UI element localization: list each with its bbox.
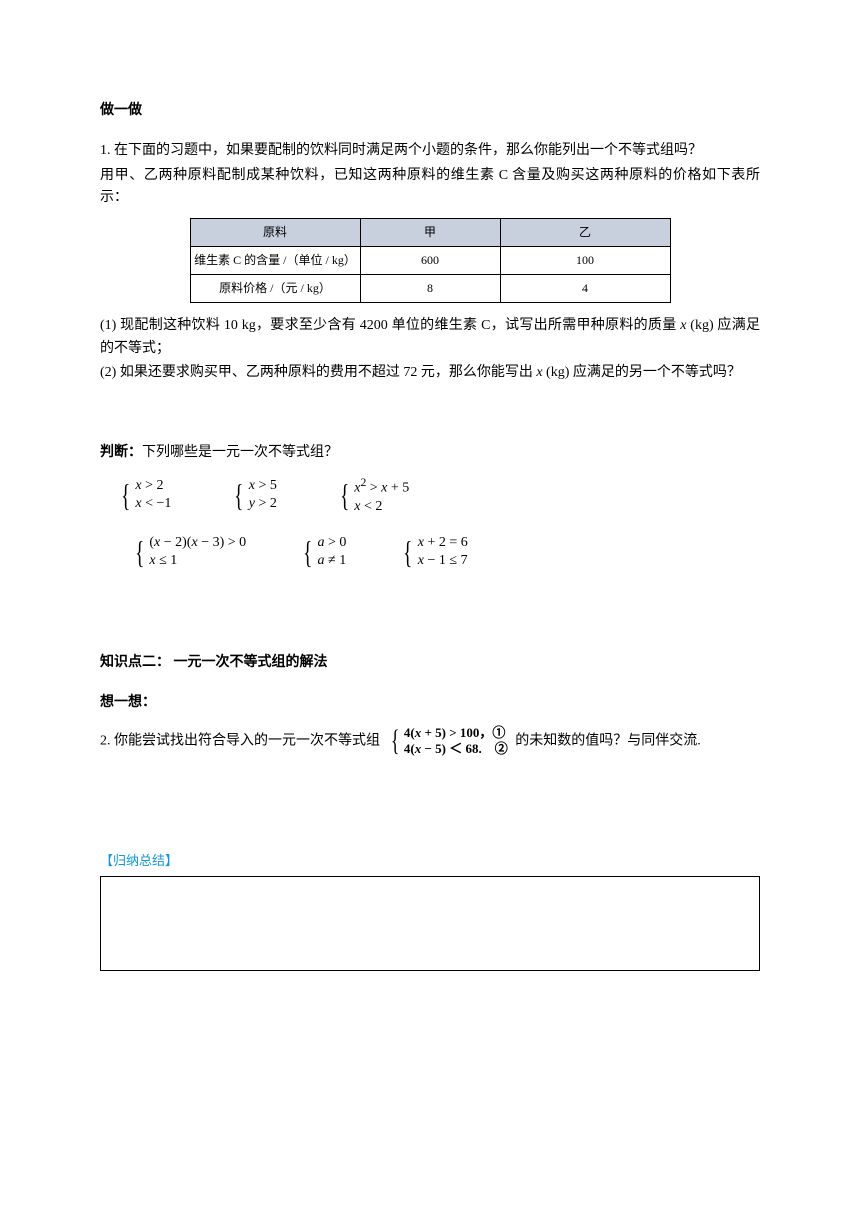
th-jia: 甲 bbox=[360, 218, 500, 246]
section-do-title: 做一做 bbox=[100, 100, 760, 122]
td-price-yi: 4 bbox=[500, 274, 670, 302]
systems-row-2: {(x − 2)(x − 3) > 0x ≤ 1{a > 0a ≠ 1{x + … bbox=[132, 534, 760, 570]
brace-icon: { bbox=[135, 536, 144, 568]
brace-icon: { bbox=[390, 726, 399, 756]
system-line: x − 1 ≤ 7 bbox=[418, 552, 468, 570]
brace-icon: { bbox=[303, 536, 312, 568]
system-line: a ≠ 1 bbox=[318, 552, 347, 570]
summary-box bbox=[100, 876, 760, 971]
system-lines: x > 5y > 2 bbox=[249, 477, 277, 513]
judge-label: 判断： bbox=[100, 445, 142, 460]
td-vitc-yi: 100 bbox=[500, 246, 670, 274]
systems-row-1: {x > 2x < −1{x > 5y > 2{x2 > x + 5x < 2 bbox=[118, 475, 760, 516]
inequality-system: {(x − 2)(x − 3) > 0x ≤ 1 bbox=[132, 534, 246, 570]
system-line: x < −1 bbox=[135, 495, 171, 513]
system-lines: x + 2 = 6x − 1 ≤ 7 bbox=[418, 534, 468, 570]
brace-icon: { bbox=[234, 479, 243, 511]
td-price-jia: 8 bbox=[360, 274, 500, 302]
system-lines: a > 0a ≠ 1 bbox=[318, 534, 347, 570]
th-material: 原料 bbox=[190, 218, 360, 246]
th-yi: 乙 bbox=[500, 218, 670, 246]
brace-icon: { bbox=[403, 536, 412, 568]
system-lines: x > 2x < −1 bbox=[135, 477, 171, 513]
q1-part2: (2) 如果还要求购买甲、乙两种原料的费用不超过 72 元，那么你能写出 x (… bbox=[100, 362, 760, 384]
inequality-system: {x2 > x + 5x < 2 bbox=[337, 475, 409, 516]
q1-part1-text-a: (1) 现配制这种饮料 10 kg，要求至少含有 4200 单位的维生素 C，试… bbox=[100, 318, 680, 333]
q1-part1: (1) 现配制这种饮料 10 kg，要求至少含有 4200 单位的维生素 C，试… bbox=[100, 315, 760, 360]
q2-line: 2. 你能尝试找出符合导入的一元一次不等式组 { 4(x + 5) > 100，… bbox=[100, 725, 760, 758]
q1-part2-text-b: (kg) 应满足的另一个不等式吗？ bbox=[543, 365, 741, 380]
kp2-title: 知识点二： 一元一次不等式组的解法 bbox=[100, 652, 760, 674]
inequality-system: {x > 2x < −1 bbox=[118, 475, 171, 516]
inequality-system: {x + 2 = 6x − 1 ≤ 7 bbox=[400, 534, 467, 570]
system-line: (x − 2)(x − 3) > 0 bbox=[149, 534, 246, 552]
system-line: x < 2 bbox=[354, 498, 409, 516]
td-price-label: 原料价格 /（元 / kg） bbox=[190, 274, 360, 302]
brace-icon: { bbox=[121, 479, 130, 511]
judge-prompt: 判断：下列哪些是一元一次不等式组？ bbox=[100, 442, 760, 464]
judge-text: 下列哪些是一元一次不等式组？ bbox=[142, 445, 338, 460]
table-header-row: 原料 甲 乙 bbox=[190, 218, 670, 246]
inequality-system: {x > 5y > 2 bbox=[231, 475, 276, 516]
brace-icon: { bbox=[340, 479, 349, 511]
inequality-system: {a > 0a ≠ 1 bbox=[300, 534, 346, 570]
system-line: x + 2 = 6 bbox=[418, 534, 468, 552]
q2-system: { 4(x + 5) > 100，①4(x − 5) ＜ 68. ② bbox=[388, 725, 508, 758]
system-line: x2 > x + 5 bbox=[354, 475, 409, 498]
q1-intro-line2: 用甲、乙两种原料配制成某种饮料，已知这两种原料的维生素 C 含量及购买这两种原料… bbox=[100, 165, 760, 210]
system-line: 4(x − 5) ＜ 68. ② bbox=[404, 741, 508, 757]
think-title: 想一想： bbox=[100, 692, 760, 714]
q1-intro-line1: 1. 在下面的习题中，如果要配制的饮料同时满足两个小题的条件，那么你能列出一个不… bbox=[100, 140, 760, 162]
td-vitc-label: 维生素 C 的含量 /（单位 / kg） bbox=[190, 246, 360, 274]
system-lines: x2 > x + 5x < 2 bbox=[354, 475, 409, 516]
system-line: x ≤ 1 bbox=[149, 552, 246, 570]
q2-text-a: 2. 你能尝试找出符合导入的一元一次不等式组 bbox=[100, 733, 384, 748]
system-line: 4(x + 5) > 100，① bbox=[404, 725, 508, 741]
ingredients-table-wrap: 原料 甲 乙 维生素 C 的含量 /（单位 / kg） 600 100 原料价格… bbox=[100, 218, 760, 304]
q1-part2-text-a: (2) 如果还要求购买甲、乙两种原料的费用不超过 72 元，那么你能写出 bbox=[100, 365, 536, 380]
td-vitc-jia: 600 bbox=[360, 246, 500, 274]
ingredients-table: 原料 甲 乙 维生素 C 的含量 /（单位 / kg） 600 100 原料价格… bbox=[190, 218, 671, 304]
system-line: x > 5 bbox=[249, 477, 277, 495]
system-line: x > 2 bbox=[135, 477, 171, 495]
q2-system-lines: 4(x + 5) > 100，①4(x − 5) ＜ 68. ② bbox=[404, 725, 508, 758]
q2-text-b: 的未知数的值吗？与同伴交流. bbox=[515, 733, 701, 748]
system-line: y > 2 bbox=[249, 495, 277, 513]
summary-label: 【归纳总结】 bbox=[100, 851, 760, 872]
system-line: a > 0 bbox=[318, 534, 347, 552]
table-row: 原料价格 /（元 / kg） 8 4 bbox=[190, 274, 670, 302]
table-row: 维生素 C 的含量 /（单位 / kg） 600 100 bbox=[190, 246, 670, 274]
system-lines: (x − 2)(x − 3) > 0x ≤ 1 bbox=[149, 534, 246, 570]
